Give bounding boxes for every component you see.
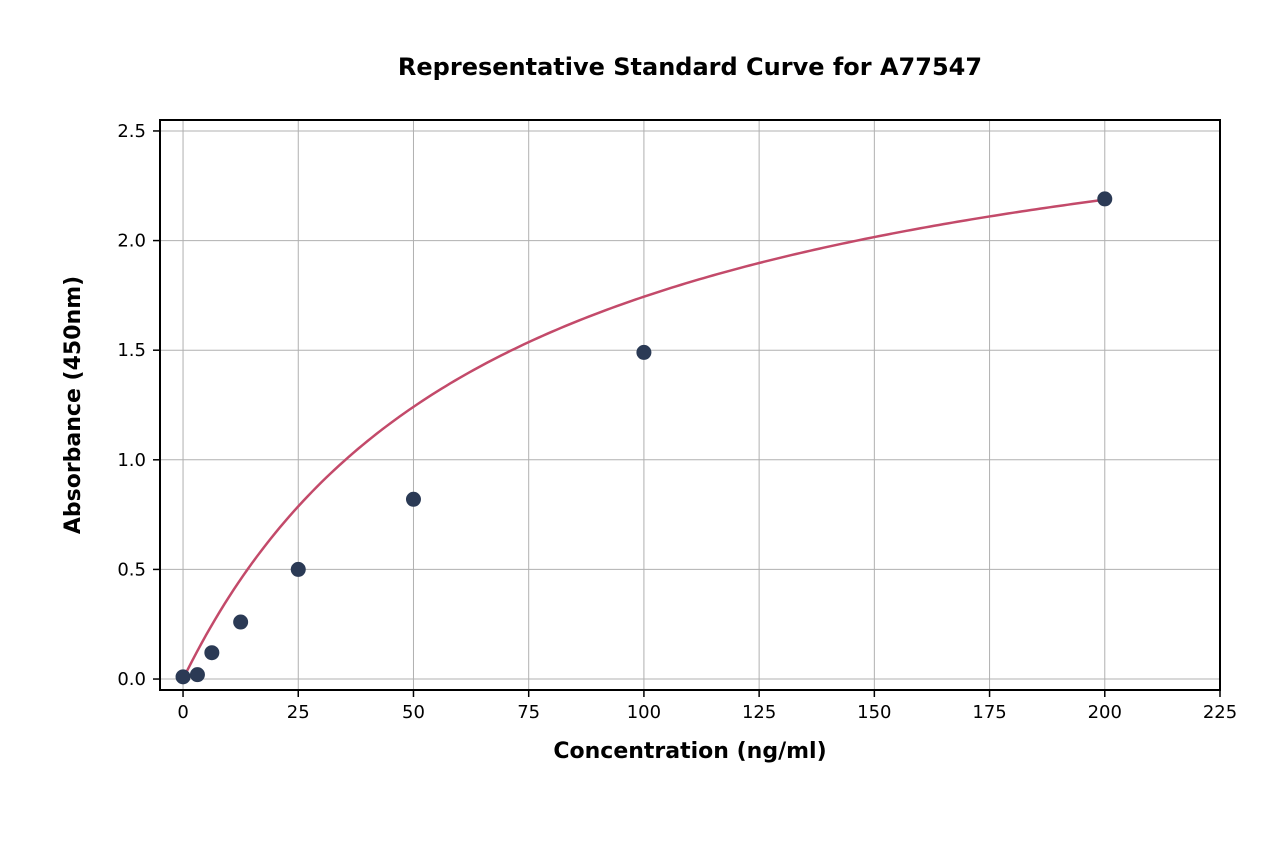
chart-container: 0 25 50 75 100 125 150 175 200 225 0.0 0.5 1.0 1.5 2.0… [0,0,1280,845]
data-point [637,345,651,359]
y-tick-label: 1.5 [117,340,146,361]
y-tick-label: 2.5 [117,121,146,142]
x-tick-label: 50 [402,702,425,723]
y-axis-label: Absorbance (450nm) [61,276,86,534]
standard-curve-chart: 0 25 50 75 100 125 150 175 200 225 0.0 0.5 1.0 1.5 2.0… [0,0,1280,845]
data-point [234,615,248,629]
data-point [1098,192,1112,206]
x-tick-label: 100 [627,702,661,723]
x-axis-label: Concentration (ng/ml) [553,739,826,764]
data-point [205,646,219,660]
data-point [406,492,420,506]
x-tick-label: 175 [972,702,1006,723]
x-tick-label: 25 [287,702,310,723]
x-tick-label: 200 [1088,702,1122,723]
data-point [176,670,190,684]
chart-title: Representative Standard Curve for A77547 [398,53,982,81]
y-tick-label: 1.0 [117,450,146,471]
x-tick-label: 125 [742,702,776,723]
y-tick-label: 0.0 [117,669,146,690]
x-tick-label: 150 [857,702,891,723]
x-tick-label: 225 [1203,702,1237,723]
y-tick-label: 0.5 [117,559,146,580]
x-tick-label: 75 [517,702,540,723]
x-tick-label: 0 [177,702,188,723]
data-point [291,562,305,576]
data-point [190,668,204,682]
y-tick-label: 2.0 [117,231,146,252]
